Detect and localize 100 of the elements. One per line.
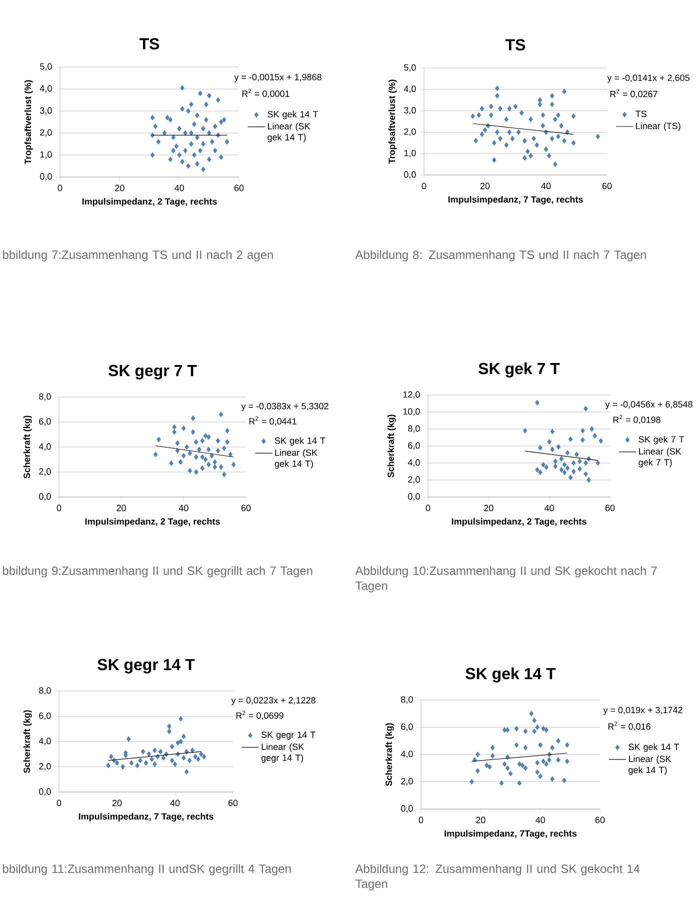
point xyxy=(571,468,576,474)
point xyxy=(188,450,192,456)
y-tick-label: 12,0 xyxy=(403,391,420,399)
text: R$^{2}$ = 0,0001 xyxy=(242,88,290,98)
point xyxy=(212,148,218,154)
point xyxy=(516,129,521,135)
point xyxy=(189,102,194,108)
point xyxy=(140,748,146,754)
x-tick-label: 60 xyxy=(228,800,238,806)
point xyxy=(168,156,173,162)
text: Abbildung 10:Zusammenhang II und SK gekocht nach 7 Tagen xyxy=(355,566,657,592)
y-tick-label: 2,0 xyxy=(39,468,51,476)
annotation: y = -0,0456x + 6,8548 xyxy=(605,401,692,410)
point xyxy=(541,758,546,764)
point xyxy=(172,761,178,768)
point xyxy=(550,776,554,782)
y-tick-label: 8,0 xyxy=(39,687,51,695)
x-axis-title: Impulsimpedanz, 2 Tage, rechts xyxy=(85,518,220,526)
point xyxy=(522,155,527,161)
point xyxy=(598,438,604,444)
point xyxy=(218,464,224,470)
text: R$^{2}$ = 0,016 xyxy=(608,722,650,731)
point xyxy=(180,158,184,164)
point xyxy=(553,458,558,464)
point xyxy=(562,88,566,94)
point xyxy=(225,439,230,445)
point xyxy=(212,459,217,465)
point xyxy=(504,116,509,122)
point xyxy=(522,428,528,434)
y-tick-label: 5,0 xyxy=(404,64,416,72)
point xyxy=(534,142,540,148)
point xyxy=(541,462,546,468)
point xyxy=(584,406,588,412)
text: Abbildung 12: Zusammenhang II und SK gekocht 14 Tagen xyxy=(355,864,640,890)
point xyxy=(578,466,582,472)
y-tick-label: 0,0 xyxy=(40,173,52,181)
y-tick-label: 4,0 xyxy=(40,85,52,93)
point xyxy=(182,734,186,740)
legend-label: Linear (TS) xyxy=(636,122,680,131)
annotation: y = -0,0383x + 5,3302 xyxy=(241,402,328,412)
x-tick-label: 20 xyxy=(112,800,122,806)
y-tick-label: 2,0 xyxy=(404,128,416,136)
point xyxy=(476,112,482,118)
point xyxy=(550,446,555,452)
point xyxy=(126,736,131,742)
point xyxy=(540,122,546,129)
point xyxy=(538,470,542,476)
x-tick-label: 60 xyxy=(595,816,605,824)
y-tick-label: 6,0 xyxy=(408,442,420,450)
y-tick-label: 1,0 xyxy=(404,150,416,158)
point xyxy=(507,106,512,112)
point xyxy=(212,124,218,130)
point xyxy=(190,415,196,422)
point xyxy=(231,462,236,468)
y-tick-label: 4,0 xyxy=(38,443,51,451)
point xyxy=(571,140,576,146)
point xyxy=(532,718,537,724)
point xyxy=(207,156,212,162)
y-tick-label: 4,0 xyxy=(408,459,420,467)
point xyxy=(195,134,200,140)
point xyxy=(538,774,542,780)
x-axis-title: Impulsimpedanz, 2 Tage, rechts xyxy=(82,198,217,206)
text: bbildung 7:Zusammenhang TS und II nach 2 agen xyxy=(2,250,273,262)
point xyxy=(487,764,492,770)
point xyxy=(504,142,509,148)
point xyxy=(556,757,560,763)
point xyxy=(544,727,548,733)
x-tick-label: 20 xyxy=(484,504,494,512)
point xyxy=(203,432,208,439)
point xyxy=(153,124,158,130)
annotation: y = -0,0015x + 1,9868 xyxy=(234,74,322,82)
point xyxy=(144,760,148,766)
y-tick-label: 1,0 xyxy=(40,151,52,159)
point xyxy=(532,136,536,142)
point xyxy=(182,755,186,761)
x-tick-label: 40 xyxy=(174,184,184,192)
point xyxy=(198,90,202,96)
point xyxy=(562,778,566,784)
point xyxy=(546,152,552,159)
x-tick-label: 40 xyxy=(536,816,545,824)
point xyxy=(488,104,494,110)
point xyxy=(529,710,534,716)
point xyxy=(194,454,198,460)
point xyxy=(565,758,570,764)
point xyxy=(502,761,507,767)
text: y = -0,0141x + 2,605 xyxy=(607,74,690,83)
point xyxy=(507,129,512,135)
point xyxy=(114,760,120,766)
point xyxy=(562,470,567,476)
chart-title: SK gegr 7 T xyxy=(108,364,197,380)
x-tick-label: 60 xyxy=(234,184,244,192)
point xyxy=(538,97,542,103)
point xyxy=(198,751,204,757)
annotation: y = 0,0223x + 2,1228 xyxy=(231,697,316,706)
point xyxy=(162,130,167,136)
point xyxy=(596,134,600,140)
point xyxy=(206,462,211,468)
point xyxy=(535,400,540,406)
point xyxy=(580,437,585,443)
legend-label: SK gek 14 T xyxy=(268,110,318,120)
